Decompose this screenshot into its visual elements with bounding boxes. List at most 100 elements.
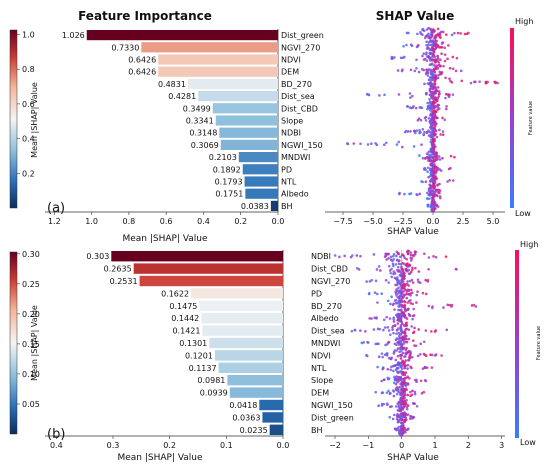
swarm-point <box>433 82 437 86</box>
swarm-point <box>413 252 417 256</box>
bar-b-xlabel: Mean |SHAP| Value <box>117 453 203 463</box>
swarm-point <box>430 127 434 131</box>
swarm-point <box>396 427 400 430</box>
swarm-point <box>366 341 370 344</box>
swarm-point <box>446 57 449 61</box>
swarm-point <box>391 417 395 421</box>
swarm-point <box>436 86 440 89</box>
swarm-point <box>417 280 420 284</box>
swarm-point <box>459 69 463 73</box>
swarm-point <box>415 301 418 304</box>
swarm-point <box>402 323 406 327</box>
swarm-point <box>403 373 407 377</box>
swarm-point <box>403 303 407 307</box>
swarm-point <box>401 270 405 273</box>
swarm-point <box>430 155 434 159</box>
swarm-point <box>386 299 390 303</box>
swarm-point <box>436 54 439 58</box>
bar-category-label: NGWI_150 <box>311 401 353 410</box>
swarm-point <box>343 254 346 258</box>
swarm-point <box>447 167 451 171</box>
bar-category-label: NTL <box>281 178 297 187</box>
bar-x-tick-label: 0.0 <box>277 441 290 450</box>
swarm-point <box>438 182 441 186</box>
swarm-x-tick-label: 1 <box>432 441 437 450</box>
bar <box>242 164 278 175</box>
bar-value-label: 0.2531 <box>110 277 138 286</box>
bar <box>139 275 283 287</box>
swarm-point <box>408 92 412 95</box>
bar-value-label: 0.1892 <box>213 165 241 174</box>
swarm-point <box>387 389 390 393</box>
swarm-a-xlabel: SHAP Value <box>387 227 439 237</box>
bar-x-tick-label: 0.0 <box>272 217 285 226</box>
swarm-point <box>405 296 409 300</box>
bar-category-label: Dist_green <box>281 31 324 40</box>
bar-value-label: 0.6426 <box>128 68 156 77</box>
swarm-point <box>434 353 438 356</box>
swarm-point <box>430 169 434 173</box>
swarm-point <box>428 93 432 97</box>
bar-category-label: MNDWI <box>311 339 340 348</box>
colorbar-tick-label: 0.15 <box>22 340 40 349</box>
swarm-point <box>409 251 413 254</box>
swarm-point <box>368 317 371 320</box>
swarm-point <box>409 352 412 355</box>
swarm-point <box>435 33 438 37</box>
swarm-point <box>396 278 399 281</box>
bar-category-label: Slope <box>281 117 303 126</box>
swarm-point <box>434 122 437 126</box>
swarm-point <box>377 404 380 407</box>
swarm-x-tick-label: −2 <box>329 441 341 450</box>
swarm-point <box>397 379 400 383</box>
swarm-point <box>430 71 433 74</box>
swarm-point <box>398 346 402 350</box>
swarm-point <box>444 255 448 258</box>
bar <box>187 78 278 89</box>
bar-category-label: Dist_sea <box>311 327 345 336</box>
swarm-x-tick-label: −2.5 <box>393 217 412 226</box>
swarm-point <box>367 93 371 97</box>
swarm-point <box>338 255 341 259</box>
swarm-point <box>430 353 434 357</box>
swarm-point <box>399 357 403 360</box>
swarm-point <box>444 76 447 80</box>
bar-x-tick-label: 0.3 <box>107 441 120 450</box>
swarm-point <box>404 348 408 352</box>
swarm-point <box>426 166 430 170</box>
shap-cb-b-low: Low <box>520 438 536 447</box>
swarm-point <box>397 362 401 366</box>
swarm-point <box>400 415 403 419</box>
swarm-point <box>433 91 436 94</box>
swarm-point <box>400 390 403 394</box>
swarm-point <box>355 254 359 257</box>
swarm-point <box>393 324 397 327</box>
bar-value-label: 0.4281 <box>168 92 196 101</box>
swarm-point <box>453 155 456 159</box>
bar-value-label: 0.1793 <box>215 178 243 187</box>
swarm-point <box>393 375 396 379</box>
colorbar-a: Mean |SHAP| Value 1.0 0.8 0.6 0.4 0.2 <box>9 29 39 209</box>
swarm-point <box>432 174 436 178</box>
swarm-point <box>444 96 447 100</box>
swarm-point <box>427 150 431 154</box>
swarm-point <box>389 255 393 259</box>
swarm-point <box>396 69 400 72</box>
bar <box>158 66 278 77</box>
swarm-point <box>447 44 450 47</box>
swarm-point <box>402 339 406 343</box>
swarm-point <box>395 392 399 396</box>
swarm-point <box>400 69 404 73</box>
swarm-point <box>444 107 448 111</box>
panel-label-b: (b) <box>47 427 65 442</box>
swarm-point <box>432 43 436 46</box>
swarm-point <box>359 329 362 332</box>
swarm-point <box>443 118 447 122</box>
swarm-point <box>368 280 372 283</box>
bar-x-tick-label: 0.8 <box>123 217 136 226</box>
swarm-x-tick-label: 0.0 <box>427 217 440 226</box>
swarm-point <box>437 155 441 158</box>
swarm-point <box>428 97 431 101</box>
swarm-point <box>403 130 407 134</box>
swarm-point <box>351 254 354 257</box>
